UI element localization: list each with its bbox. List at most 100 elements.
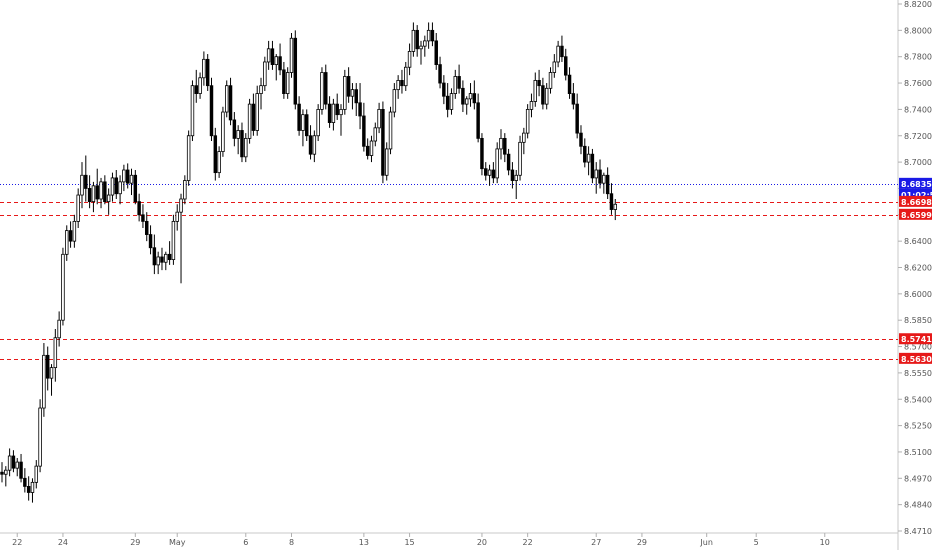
y-tick-label: 8.80000 bbox=[904, 26, 932, 35]
bullish-candle bbox=[171, 220, 176, 260]
bullish-candle bbox=[426, 29, 431, 42]
y-tick-label: 8.52500 bbox=[904, 422, 932, 431]
bearish-candle bbox=[160, 256, 164, 263]
bearish-candle bbox=[346, 76, 351, 97]
bearish-candle bbox=[442, 82, 446, 97]
bullish-candle bbox=[487, 169, 492, 176]
bullish-candle bbox=[453, 76, 458, 94]
bullish-candle bbox=[244, 137, 248, 158]
bearish-candle bbox=[609, 193, 614, 210]
bullish-candle bbox=[274, 56, 278, 66]
countdown-tag-label: 01:02:56 bbox=[901, 191, 932, 200]
bearish-candle bbox=[491, 169, 496, 179]
bearish-candle bbox=[472, 93, 477, 104]
bearish-candle bbox=[209, 85, 214, 137]
bullish-candle bbox=[118, 181, 122, 195]
bearish-candle bbox=[145, 220, 149, 235]
bullish-candle bbox=[586, 153, 591, 163]
bullish-candle bbox=[80, 174, 84, 196]
bullish-candle bbox=[34, 465, 39, 483]
bullish-candle bbox=[396, 80, 400, 91]
price-level-tag bbox=[899, 208, 932, 220]
y-tick-label: 8.48400 bbox=[904, 501, 932, 510]
bearish-candle bbox=[598, 169, 602, 184]
bullish-candle bbox=[65, 230, 69, 255]
y-tick-label: 8.70000 bbox=[904, 158, 932, 167]
bearish-candle bbox=[324, 72, 328, 105]
bullish-candle bbox=[449, 93, 454, 110]
y-tick-label: 8.55500 bbox=[904, 369, 932, 378]
x-tick-label: 29 bbox=[637, 538, 647, 547]
bullish-candle bbox=[61, 253, 65, 321]
bearish-candle bbox=[95, 185, 99, 200]
bullish-candle bbox=[499, 137, 503, 150]
bullish-candle bbox=[518, 141, 522, 176]
price-level-tag bbox=[899, 195, 932, 207]
bearish-candle bbox=[240, 130, 244, 158]
bullish-candle bbox=[552, 61, 557, 73]
bullish-candle bbox=[339, 109, 343, 116]
bearish-candle bbox=[327, 103, 332, 123]
bullish-candle bbox=[384, 148, 389, 176]
bearish-candle bbox=[148, 234, 153, 249]
y-tick-label: 8.74000 bbox=[904, 105, 932, 114]
bearish-candle bbox=[605, 174, 610, 195]
bearish-candle bbox=[510, 169, 515, 181]
bullish-candle bbox=[468, 93, 473, 100]
bearish-candle bbox=[480, 137, 484, 170]
bearish-candle bbox=[415, 29, 419, 50]
bullish-candle bbox=[164, 253, 168, 263]
bullish-candle bbox=[331, 103, 336, 123]
bullish-candle bbox=[175, 211, 179, 222]
y-tick-label: 8.62000 bbox=[904, 264, 932, 273]
bearish-candle bbox=[125, 169, 130, 184]
bearish-candle bbox=[26, 486, 31, 493]
x-tick-label: 6 bbox=[243, 538, 248, 547]
bearish-candle bbox=[270, 48, 275, 66]
x-tick-label: 22 bbox=[523, 538, 533, 547]
bullish-candle bbox=[42, 354, 46, 409]
bullish-candle bbox=[404, 66, 408, 87]
bullish-candle bbox=[190, 85, 195, 137]
bearish-candle bbox=[167, 253, 172, 260]
bearish-candle bbox=[335, 103, 339, 116]
bullish-candle bbox=[423, 40, 427, 47]
x-tick-label: 8 bbox=[289, 538, 294, 547]
y-tick-label: 8.78000 bbox=[904, 53, 932, 62]
y-tick-label: 8.51000 bbox=[904, 448, 932, 457]
y-tick-label: 8.76000 bbox=[904, 79, 932, 88]
bearish-candle bbox=[567, 74, 572, 94]
bullish-candle bbox=[156, 256, 160, 266]
bullish-candle bbox=[312, 135, 317, 155]
bearish-candle bbox=[445, 95, 450, 110]
x-tick-label: 15 bbox=[404, 538, 414, 547]
bullish-candle bbox=[343, 76, 347, 110]
bearish-candle bbox=[365, 145, 370, 156]
bearish-candle bbox=[232, 119, 237, 139]
bearish-candle bbox=[438, 64, 442, 84]
bearish-candle bbox=[590, 153, 595, 179]
bearish-candle bbox=[304, 114, 309, 137]
bearish-candle bbox=[114, 177, 119, 195]
bearish-candle bbox=[0, 471, 4, 475]
bullish-candle bbox=[495, 148, 499, 179]
bearish-candle bbox=[503, 137, 507, 155]
bullish-candle bbox=[186, 135, 191, 181]
x-tick-label: 10 bbox=[820, 538, 830, 547]
bearish-candle bbox=[308, 135, 313, 155]
bullish-candle bbox=[221, 111, 225, 152]
bearish-candle bbox=[133, 174, 138, 203]
bearish-candle bbox=[84, 174, 88, 189]
bullish-candle bbox=[301, 114, 305, 131]
bullish-candle bbox=[514, 174, 518, 181]
bullish-candle bbox=[525, 109, 530, 134]
price-level-tag-label: 8.65999 bbox=[901, 211, 932, 220]
bullish-candle bbox=[49, 367, 54, 379]
x-tick-label: 24 bbox=[58, 538, 68, 547]
bullish-candle bbox=[556, 45, 560, 63]
bearish-candle bbox=[506, 153, 511, 171]
bullish-candle bbox=[53, 337, 58, 369]
bullish-candle bbox=[529, 101, 534, 110]
y-tick-label: 8.82000 bbox=[904, 0, 932, 9]
